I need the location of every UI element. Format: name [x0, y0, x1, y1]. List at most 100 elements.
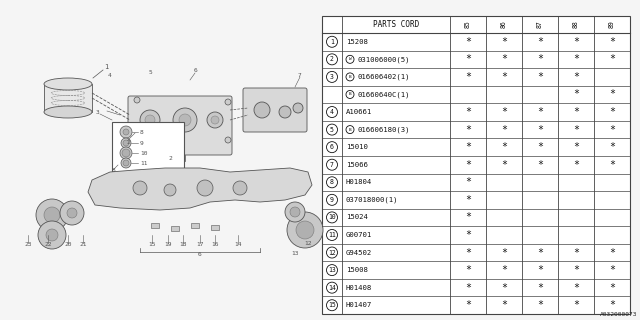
- Circle shape: [145, 115, 155, 125]
- Text: B: B: [349, 92, 351, 96]
- Circle shape: [36, 199, 68, 231]
- Text: *: *: [609, 248, 615, 258]
- Text: *: *: [573, 37, 579, 47]
- Text: *: *: [465, 177, 471, 187]
- Text: *: *: [501, 160, 507, 170]
- Text: 18: 18: [179, 243, 187, 247]
- Text: *: *: [501, 54, 507, 64]
- Circle shape: [121, 138, 131, 148]
- Circle shape: [38, 221, 66, 249]
- Bar: [160, 159, 170, 165]
- Text: *: *: [573, 283, 579, 293]
- Text: *: *: [573, 107, 579, 117]
- Bar: [175, 155, 185, 161]
- Text: 21: 21: [79, 243, 87, 247]
- Bar: [151, 223, 159, 228]
- Circle shape: [287, 212, 323, 248]
- Text: 4: 4: [108, 73, 112, 77]
- Text: *: *: [573, 300, 579, 310]
- Text: *: *: [537, 37, 543, 47]
- Text: *: *: [501, 142, 507, 152]
- Circle shape: [225, 137, 231, 143]
- Text: *: *: [501, 37, 507, 47]
- Circle shape: [164, 184, 176, 196]
- Circle shape: [225, 99, 231, 105]
- Circle shape: [293, 103, 303, 113]
- Text: B: B: [349, 75, 351, 79]
- Text: 17: 17: [196, 243, 204, 247]
- Text: *: *: [465, 248, 471, 258]
- Text: 15024: 15024: [346, 214, 368, 220]
- Text: *: *: [609, 90, 615, 100]
- Circle shape: [123, 140, 129, 146]
- Text: *: *: [573, 248, 579, 258]
- Text: *: *: [537, 142, 543, 152]
- Ellipse shape: [44, 106, 92, 118]
- Text: W: W: [349, 57, 351, 61]
- Circle shape: [46, 229, 58, 241]
- Text: 15010: 15010: [346, 144, 368, 150]
- Text: *: *: [573, 142, 579, 152]
- Text: 10: 10: [328, 214, 336, 220]
- Text: 4: 4: [330, 109, 334, 115]
- Text: 13: 13: [291, 251, 299, 256]
- Text: *: *: [501, 300, 507, 310]
- Text: *: *: [609, 37, 615, 47]
- Text: *: *: [537, 160, 543, 170]
- Text: 14: 14: [328, 285, 336, 291]
- Text: 19: 19: [164, 243, 172, 247]
- Text: *: *: [501, 248, 507, 258]
- Circle shape: [285, 202, 305, 222]
- Circle shape: [290, 207, 300, 217]
- Text: *: *: [609, 124, 615, 135]
- Text: 12: 12: [304, 241, 312, 246]
- Text: 1: 1: [104, 64, 108, 70]
- Text: *: *: [609, 265, 615, 275]
- Text: B: B: [349, 128, 351, 132]
- Text: *: *: [573, 265, 579, 275]
- Text: *: *: [609, 107, 615, 117]
- Circle shape: [140, 110, 160, 130]
- Bar: [171, 226, 179, 231]
- Text: 2: 2: [330, 56, 334, 62]
- Text: *: *: [501, 265, 507, 275]
- Bar: [112, 122, 184, 172]
- FancyBboxPatch shape: [243, 88, 307, 132]
- Text: A032000073: A032000073: [600, 312, 637, 317]
- Circle shape: [120, 126, 132, 138]
- Text: *: *: [465, 212, 471, 222]
- Text: *: *: [609, 283, 615, 293]
- Text: A10661: A10661: [346, 109, 372, 115]
- Text: 2: 2: [168, 156, 172, 161]
- Text: 15: 15: [328, 302, 336, 308]
- Text: *: *: [465, 230, 471, 240]
- Text: *: *: [465, 37, 471, 47]
- Circle shape: [179, 114, 191, 126]
- Text: *: *: [609, 142, 615, 152]
- Text: 15066: 15066: [346, 162, 368, 168]
- Text: 5: 5: [148, 69, 152, 75]
- Text: *: *: [465, 160, 471, 170]
- Text: G00701: G00701: [346, 232, 372, 238]
- Text: 11: 11: [328, 232, 336, 238]
- Circle shape: [254, 102, 270, 118]
- Ellipse shape: [44, 78, 92, 90]
- Text: *: *: [465, 142, 471, 152]
- Text: *: *: [537, 283, 543, 293]
- Text: 20: 20: [64, 243, 72, 247]
- Text: *: *: [573, 90, 579, 100]
- Text: 9: 9: [330, 197, 334, 203]
- Circle shape: [207, 112, 223, 128]
- Circle shape: [233, 181, 247, 195]
- Circle shape: [279, 106, 291, 118]
- Text: *: *: [465, 107, 471, 117]
- Text: *: *: [537, 107, 543, 117]
- Circle shape: [44, 207, 60, 223]
- Text: 8: 8: [140, 130, 144, 134]
- Text: *: *: [573, 160, 579, 170]
- Text: 6: 6: [193, 68, 197, 73]
- Text: 3: 3: [96, 109, 100, 115]
- Text: *: *: [501, 283, 507, 293]
- Text: 3: 3: [330, 74, 334, 80]
- Text: *: *: [609, 300, 615, 310]
